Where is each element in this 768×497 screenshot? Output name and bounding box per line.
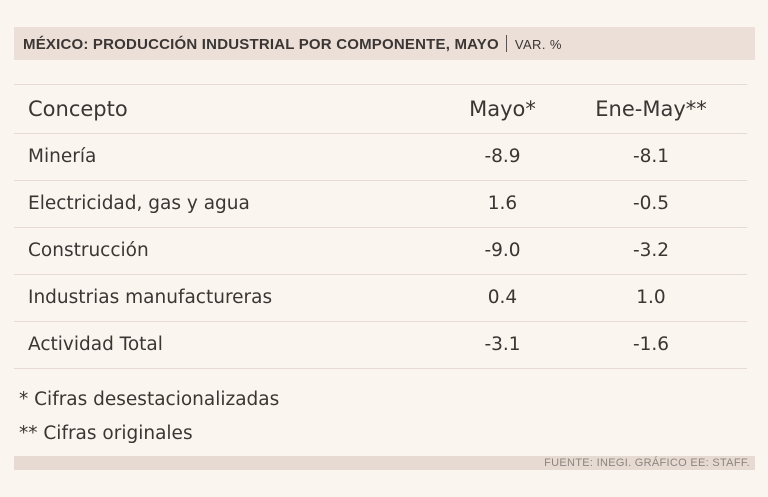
ene-may-value: -0.5 [632, 193, 670, 214]
ene-may-value: 1.0 [636, 287, 666, 308]
table-row: Industrias manufactureras 0.4 1.0 [14, 275, 747, 322]
row-label: Minería [28, 146, 97, 167]
table-header-row: Concepto Mayo* Ene-May** [14, 84, 747, 134]
mayo-value: 1.6 [487, 193, 518, 214]
header-band: MÉXICO: PRODUCCIÓN INDUSTRIAL POR COMPON… [14, 27, 755, 60]
table-row: Construcción -9.0 -3.2 [14, 228, 747, 275]
row-label: Electricidad, gas y agua [28, 193, 250, 214]
row-label: Actividad Total [28, 334, 163, 355]
source-credit: FUENTE: INEGI. GRÁFICO EE: STAFF. [544, 457, 750, 469]
column-header-mayo: Mayo* [469, 97, 536, 121]
mayo-value: -3.1 [484, 334, 521, 355]
unit-label: VAR. % [514, 37, 562, 52]
title-text: MÉXICO: PRODUCCIÓN INDUSTRIAL POR COMPON… [23, 36, 499, 53]
mayo-value: -8.9 [484, 146, 521, 167]
column-header-concepto: Concepto [28, 97, 128, 121]
data-table: Concepto Mayo* Ene-May** Minería -8.9 -8… [14, 84, 747, 369]
table-row: Electricidad, gas y agua 1.6 -0.5 [14, 181, 747, 228]
footnote-original-figures: ** Cifras originales [19, 423, 193, 444]
ene-may-value: -1.6 [632, 334, 670, 355]
table-row: Minería -8.9 -8.1 [14, 134, 747, 181]
column-header-ene-may: Ene-May** [595, 97, 707, 121]
footer-band: FUENTE: INEGI. GRÁFICO EE: STAFF. [14, 456, 755, 470]
chart-title: MÉXICO: PRODUCCIÓN INDUSTRIAL POR COMPON… [23, 35, 562, 53]
table-row: Actividad Total -3.1 -1.6 [14, 322, 747, 369]
ene-may-value: -8.1 [632, 146, 670, 167]
row-label: Industrias manufactureras [28, 287, 273, 308]
row-label: Construcción [28, 240, 149, 261]
footnotes: * Cifras desestacionalizadas ** Cifras o… [19, 383, 279, 451]
footnote-seasonally-adjusted: * Cifras desestacionalizadas [19, 389, 280, 410]
title-separator [505, 35, 507, 52]
ene-may-value: -3.2 [632, 240, 670, 261]
mayo-value: -9.0 [484, 240, 521, 261]
mayo-value: 0.4 [487, 287, 518, 308]
